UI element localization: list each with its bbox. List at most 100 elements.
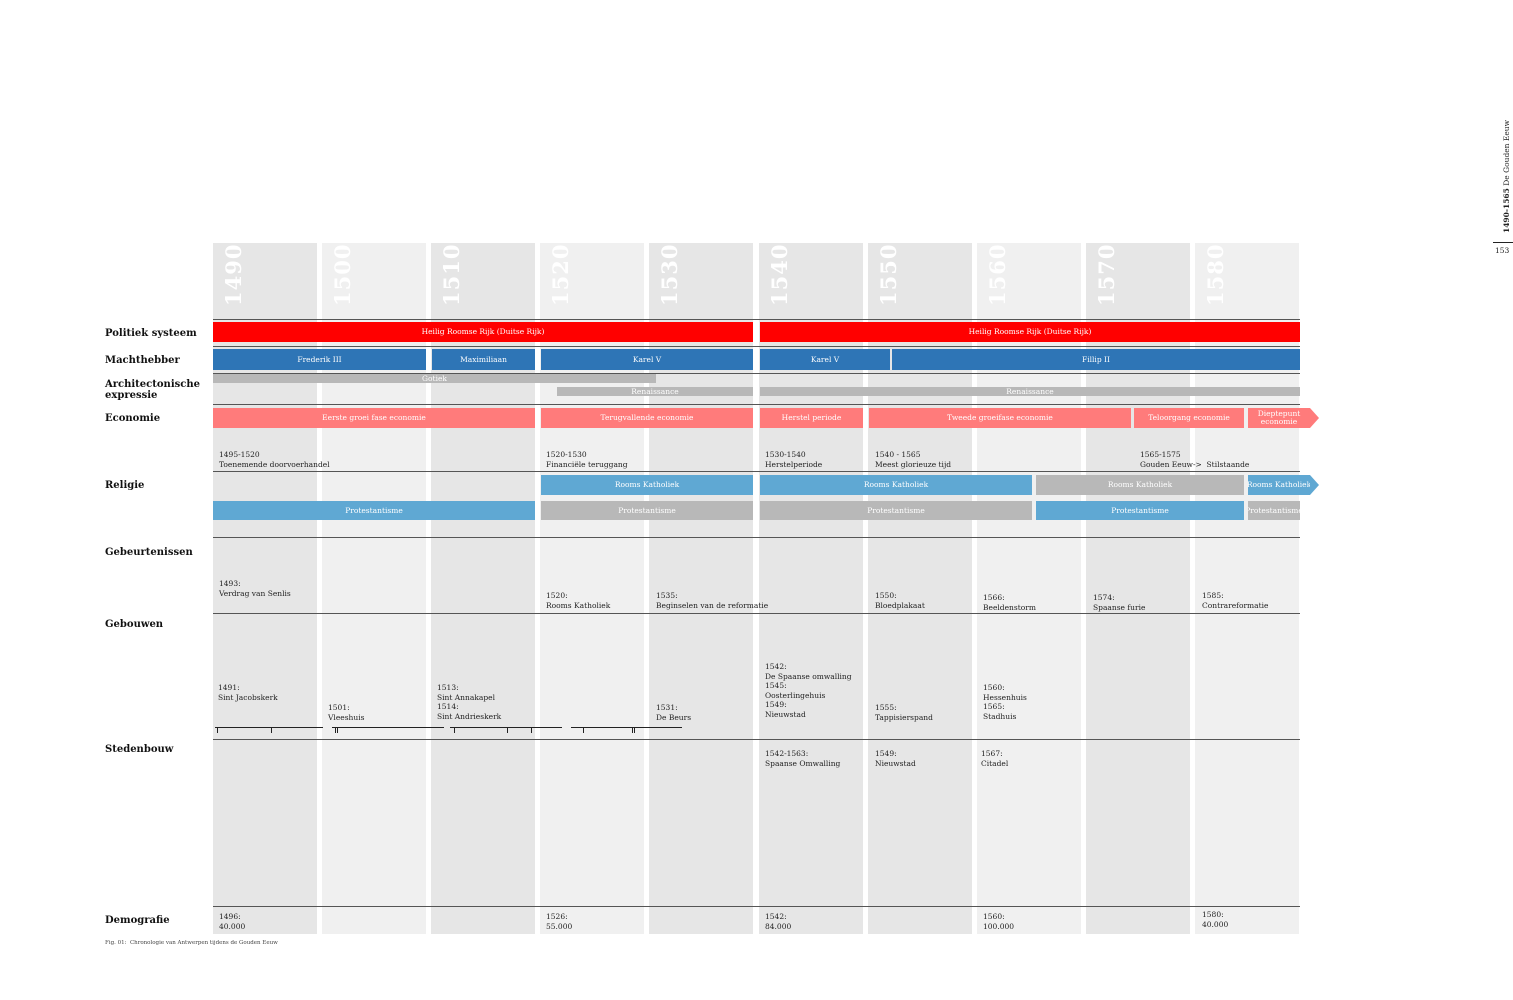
decade-label: 1560 [985, 243, 1010, 306]
economie-bar: Herstel periode [760, 408, 863, 428]
side-header-title: De Gouden Eeuw [1502, 119, 1511, 186]
row-divider [213, 537, 1300, 538]
row-label-politiek: Politiek systeem [105, 328, 197, 339]
timeline-line [332, 727, 444, 728]
timeline-tick [454, 727, 455, 733]
row-divider [213, 739, 1300, 740]
economie-note: 1565-1575 Gouden Eeuw-> Stilstaande [1140, 450, 1250, 469]
gebeurtenis-note: 1550: Bloedplakaat [875, 591, 925, 610]
religie-bar: Protestantisme [1036, 501, 1244, 520]
demografie-note: 1560: 100.000 [983, 912, 1015, 931]
decade-label: 1500 [330, 243, 355, 306]
figure-caption: Fig. 01: Chronologie van Antwerpen tijde… [105, 940, 278, 946]
gebeurtenis-note: 1574: Spaanse furie [1093, 593, 1146, 612]
stedenbouw-note: 1542-1563: Spaanse Omwalling [765, 749, 841, 768]
timeline-tick [634, 727, 635, 733]
timeline-line [571, 727, 682, 728]
religie-bar: Rooms Katholiek [760, 475, 1032, 495]
timeline-tick [531, 727, 532, 733]
timeline-tick [335, 727, 336, 733]
row-divider [213, 319, 1300, 320]
row-divider [213, 373, 1300, 374]
decade-label: 1580 [1203, 243, 1228, 306]
gebouw-note: 1560: Hessenhuis 1565: Stadhuis [983, 683, 1027, 721]
timeline-line [450, 727, 562, 728]
timeline-line [215, 727, 323, 728]
row-divider [213, 906, 1300, 907]
side-header-rule [1493, 242, 1513, 243]
machthebber-bar: Fillip II [892, 349, 1300, 370]
gebeurtenis-note: 1535: Beginselen van de reformatie [656, 591, 769, 610]
politiek-bar: Heilig Roomse Rijk (Duitse Rijk) [213, 322, 753, 342]
decade-label: 1540 [767, 243, 792, 306]
row-divider [213, 613, 1300, 614]
row-divider [213, 404, 1300, 405]
machthebber-bar: Maximiliaan [432, 349, 535, 370]
row-label-gebeurtenissen: Gebeurtenissen [105, 547, 193, 558]
row-label-religie: Religie [105, 480, 145, 491]
arrow-right-icon [1310, 475, 1319, 495]
economie-bar: Terugvallende economie [541, 408, 753, 428]
demografie-note: 1542: 84.000 [765, 912, 792, 931]
decade-label: 1520 [548, 243, 573, 306]
economie-note: 1495-1520 Toenemende doorvoerhandel [219, 450, 330, 469]
timeline-tick [271, 727, 272, 733]
side-header: 1490-1565 De Gouden Eeuw [1490, 119, 1511, 240]
row-label-economie: Economie [105, 413, 161, 424]
economie-bar: Teloorgang economie [1134, 408, 1244, 428]
architectuur-bar: Renaissance [557, 387, 753, 396]
economie-bar-dieptepunt: Dieptepunt economie [1248, 408, 1310, 428]
row-divider [213, 346, 1300, 347]
gebeurtenis-note: 1566: Beeldenstorm [983, 593, 1036, 612]
demografie-note: 1496: 40.000 [219, 912, 246, 931]
religie-bar: Protestantisme [1248, 501, 1300, 520]
gebeurtenis-note: 1585: Contrareformatie [1202, 591, 1269, 610]
decade-label: 1510 [439, 243, 464, 306]
gebeurtenis-note: 1493: Verdrag van Senlis [219, 579, 291, 598]
religie-bar: Rooms Katholiek [541, 475, 753, 495]
timeline-tick [337, 727, 338, 733]
architectuur-bar: Gotiek [213, 374, 656, 383]
economie-note: 1530-1540 Herstelperiode [765, 450, 823, 469]
religie-bar: Protestantisme [213, 501, 535, 520]
economie-bar: Eerste groei fase economie [213, 408, 535, 428]
demografie-note: 1580: 40.000 [1202, 910, 1229, 929]
row-label-gebouwen: Gebouwen [105, 619, 164, 630]
machthebber-bar: Karel V [760, 349, 890, 370]
row-label-expressie: expressie [105, 390, 158, 401]
demografie-note: 1526: 55.000 [546, 912, 573, 931]
gebouw-note: 1531: De Beurs [656, 703, 692, 722]
decade-label: 1550 [876, 243, 901, 306]
religie-bar: Rooms Katholiek [1036, 475, 1244, 495]
timeline-tick [632, 727, 633, 733]
economie-note: 1520-1530 Financiële teruggang [546, 450, 628, 469]
row-label-machthebber: Machthebber [105, 355, 180, 366]
religie-bar: Rooms Katholiek [1248, 475, 1310, 495]
religie-bar: Protestantisme [541, 501, 753, 520]
row-label-architectonische: Architectonische [105, 379, 200, 390]
gebouw-note: 1491: Sint Jacobskerk [218, 683, 278, 702]
decade-label: 1570 [1094, 243, 1119, 306]
decade-label: 1530 [657, 243, 682, 306]
economie-bar-line: economie [1260, 417, 1298, 426]
economie-bar: Tweede groeifase economie [869, 408, 1131, 428]
arrow-right-icon [1310, 408, 1319, 428]
stedenbouw-note: 1549: Nieuwstad [875, 749, 916, 768]
row-label-demografie: Demografie [105, 915, 170, 926]
row-label-stedenbouw: Stedenbouw [105, 744, 174, 755]
architectuur-bar: Renaissance [760, 387, 1300, 396]
gebouw-note: 1555: Tappisierspand [875, 703, 933, 722]
machthebber-bar: Frederik III [213, 349, 426, 370]
gebouw-note: 1513: Sint Annakapel 1514: Sint Andrieskerk [437, 683, 502, 721]
economie-bar-line: Dieptepunt [1257, 409, 1301, 418]
gebouw-note: 1542: De Spaanse omwalling 1545: Oosterling… [765, 662, 852, 719]
timeline-tick [217, 727, 218, 733]
decade-label: 1490 [221, 243, 246, 306]
religie-bar: Protestantisme [760, 501, 1032, 520]
economie-note: 1540 - 1565 Meest glorieuze tijd [875, 450, 952, 469]
timeline-tick [583, 727, 584, 733]
stedenbouw-note: 1567: Citadel [981, 749, 1009, 768]
machthebber-bar: Karel V [541, 349, 753, 370]
row-divider [213, 471, 1300, 472]
politiek-bar: Heilig Roomse Rijk (Duitse Rijk) [760, 322, 1300, 342]
